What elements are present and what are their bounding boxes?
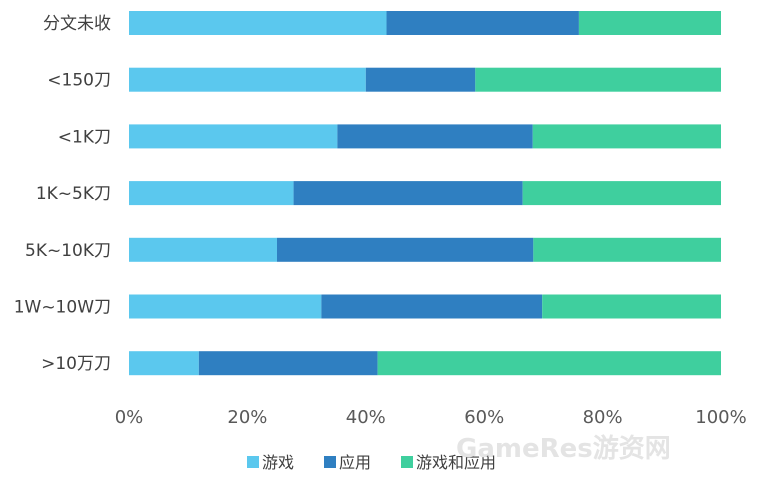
bar-segment-2-0 — [129, 124, 338, 149]
x-tick-label-0: 0% — [115, 407, 144, 428]
bar-segment-1-0 — [129, 67, 366, 92]
watermark: GameRes游资网 — [456, 434, 671, 464]
bar-segment-1-1 — [365, 67, 476, 92]
bar-segment-4-1 — [277, 237, 534, 262]
legend-label-2: 游戏和应用 — [416, 453, 496, 472]
x-tick-label-3: 60% — [464, 407, 504, 428]
category-label-2: <1K刀 — [58, 127, 111, 147]
bar-segment-5-0 — [129, 294, 322, 319]
bar-segment-4-0 — [129, 237, 277, 262]
bar-segment-0-1 — [386, 11, 579, 35]
bar-segment-3-2 — [522, 181, 721, 206]
bar-segment-3-0 — [129, 181, 294, 206]
category-label-1: <150刀 — [47, 71, 111, 91]
category-label-4: 5K~10K刀 — [25, 241, 111, 261]
bar-segment-1-2 — [475, 67, 721, 92]
bar-segment-3-1 — [293, 181, 523, 206]
legend: 游戏 应用 游戏和应用 — [247, 453, 496, 472]
x-tick-label-1: 20% — [227, 407, 267, 428]
bar-segment-6-0 — [129, 351, 199, 376]
bar-segment-4-2 — [533, 237, 721, 262]
legend-swatch-1 — [324, 456, 336, 468]
bar-segment-0-2 — [578, 11, 721, 35]
bars-group — [129, 11, 721, 376]
bar-segment-5-2 — [542, 294, 721, 319]
bar-segment-0-0 — [129, 11, 387, 35]
category-label-0: 分文未收 — [43, 14, 111, 34]
category-label-3: 1K~5K刀 — [36, 184, 111, 204]
bar-segment-6-2 — [377, 351, 721, 376]
bar-segment-2-1 — [337, 124, 533, 149]
bar-segment-6-1 — [198, 351, 378, 376]
x-axis-ticks: 0% 20% 40% 60% 80% 100% — [115, 407, 747, 428]
x-tick-label-5: 100% — [695, 407, 746, 428]
x-tick-label-4: 80% — [583, 407, 623, 428]
legend-swatch-0 — [247, 456, 259, 468]
legend-swatch-2 — [401, 456, 413, 468]
category-label-6: >10万刀 — [41, 354, 111, 374]
category-label-5: 1W~10W刀 — [14, 298, 111, 318]
bar-segment-2-2 — [532, 124, 721, 149]
bar-segment-5-1 — [321, 294, 543, 319]
legend-label-1: 应用 — [339, 453, 371, 472]
x-tick-label-2: 40% — [346, 407, 386, 428]
legend-label-0: 游戏 — [262, 453, 294, 472]
category-labels: 分文未收 <150刀 <1K刀 1K~5K刀 5K~10K刀 1W~10W刀 >10万刀 — [14, 14, 111, 374]
